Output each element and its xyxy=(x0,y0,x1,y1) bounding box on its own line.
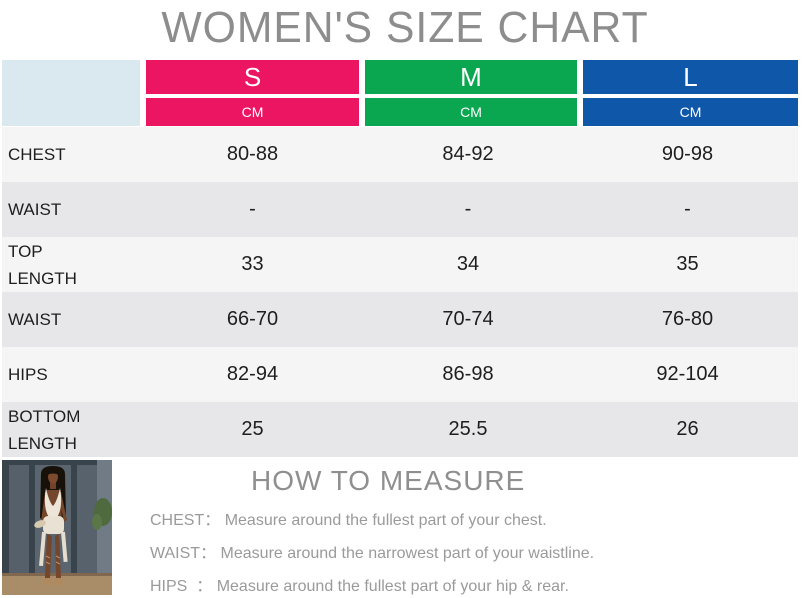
cell-value: 84-92 xyxy=(442,143,494,165)
row-label: TOP LENGTH xyxy=(8,241,77,288)
cell-value: 92-104 xyxy=(656,363,719,385)
measure-separator: ： xyxy=(196,578,213,595)
table-corner-cell xyxy=(2,60,140,126)
table-row-chest: CHEST 80-88 84-92 90-98 xyxy=(2,127,798,182)
unit-header-l: CM xyxy=(583,98,798,126)
size-header-m: M xyxy=(365,60,577,94)
measure-instruction-hips: HIPS ： Measure around the fullest part o… xyxy=(150,577,810,596)
cell-value: 35 xyxy=(676,253,699,275)
row-label: BOTTOM LENGTH xyxy=(8,406,81,453)
measure-text: Measure around the fullest part of your … xyxy=(216,578,569,595)
row-label: CHEST xyxy=(8,145,66,164)
measure-text: Measure around the fullest part of your … xyxy=(224,512,547,529)
product-photo xyxy=(2,460,112,595)
cell-value: 34 xyxy=(456,253,480,275)
cell-value: 26 xyxy=(676,418,699,440)
model-photo-illustration xyxy=(2,460,112,595)
table-row-top-length: TOP LENGTH 33 34 35 xyxy=(2,237,798,292)
table-row-waist-2: WAIST 66-70 70-74 76-80 xyxy=(2,292,798,347)
cell-value: 86-98 xyxy=(442,363,494,385)
measure-separator: ： xyxy=(204,512,221,529)
row-label: WAIST xyxy=(8,310,62,329)
table-row-hips: HIPS 82-94 86-98 92-104 xyxy=(2,347,798,402)
unit-header-m: CM xyxy=(365,98,577,126)
cell-value: 90-98 xyxy=(661,143,714,165)
cell-value: 80-88 xyxy=(226,143,279,165)
page-title: WOMEN'S SIZE CHART xyxy=(161,3,649,52)
measure-label: CHEST xyxy=(150,512,205,529)
how-to-measure-title: HOW TO MEASURE xyxy=(251,465,526,496)
measure-label: HIPS xyxy=(150,578,197,595)
size-header-s: S xyxy=(146,60,359,94)
size-table-body: CHEST 80-88 84-92 90-98 WAIST - - - TOP … xyxy=(2,127,798,457)
how-to-measure-section: HOW TO MEASURE CHEST： Measure around the… xyxy=(112,458,810,598)
cell-value: - xyxy=(684,198,691,220)
cell-value: 66-70 xyxy=(226,308,279,330)
measure-label: WAIST xyxy=(150,545,201,562)
table-row-bottom-length: BOTTOM LENGTH 25 25.5 26 xyxy=(2,402,798,457)
cell-value: 70-74 xyxy=(442,308,494,330)
table-row-waist: WAIST - - - xyxy=(2,182,798,237)
row-label: WAIST xyxy=(8,200,62,219)
cell-value: 76-80 xyxy=(661,308,714,330)
row-label: HIPS xyxy=(8,365,48,384)
cell-value: 25.5 xyxy=(448,418,488,440)
cell-value: 82-94 xyxy=(226,363,279,385)
cell-value: - xyxy=(464,198,472,220)
unit-header-s: CM xyxy=(146,98,359,126)
measure-separator: ： xyxy=(200,545,217,562)
cell-value: 33 xyxy=(241,253,264,275)
measure-text: Measure around the narrowest part of you… xyxy=(220,545,595,562)
cell-value: 25 xyxy=(241,418,264,440)
measure-instruction-waist: WAIST： Measure around the narrowest part… xyxy=(150,544,810,563)
measure-instruction-chest: CHEST： Measure around the fullest part o… xyxy=(150,511,810,530)
cell-value: - xyxy=(249,198,256,220)
size-header-l: L xyxy=(583,60,798,94)
